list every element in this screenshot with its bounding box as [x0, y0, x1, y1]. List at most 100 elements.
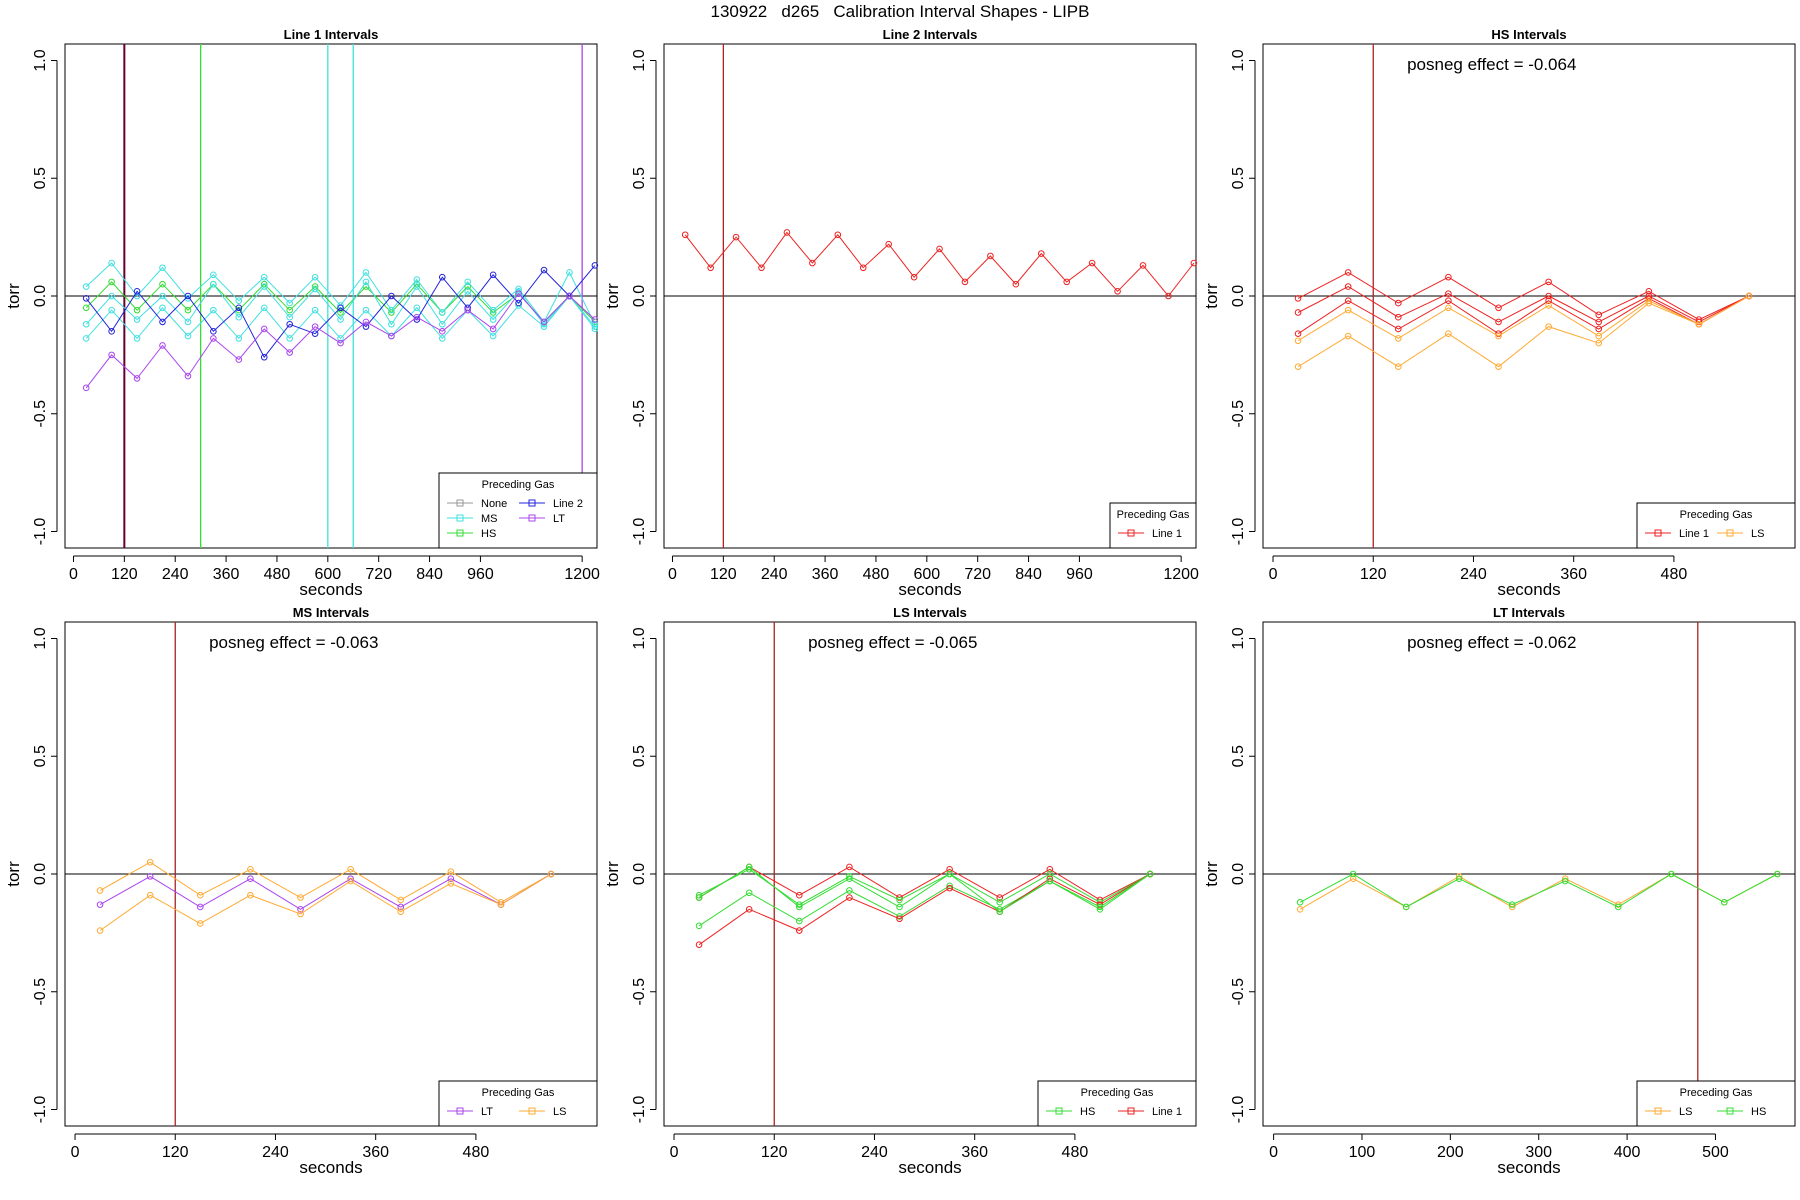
- data-point: [795, 927, 803, 934]
- data-point: [946, 865, 953, 873]
- data-point: [464, 283, 472, 290]
- x-tick-label: 480: [463, 1144, 490, 1161]
- data-point: [413, 313, 421, 321]
- data-point: [896, 915, 903, 923]
- data-point: [1114, 287, 1121, 295]
- x-tick-label: 240: [1460, 566, 1487, 583]
- data-point: [438, 328, 446, 335]
- x-tick-label: 0: [71, 1144, 80, 1161]
- legend-swatch-marker: [528, 1107, 536, 1115]
- data-point: [96, 927, 104, 934]
- legend-box: [1636, 502, 1796, 549]
- data-point: [1445, 290, 1452, 297]
- data-point: [82, 384, 90, 392]
- y-tick-label: -1.0: [631, 1096, 648, 1124]
- data-point: [235, 356, 243, 363]
- y-tick-label: -0.5: [32, 978, 49, 1006]
- data-point: [159, 280, 166, 288]
- data-point: [108, 259, 115, 267]
- legend-title: Preceding Gas: [1680, 1087, 1753, 1099]
- legend-swatch-marker: [1127, 529, 1135, 537]
- data-point: [210, 335, 217, 342]
- y-tick-label: 1.0: [1230, 627, 1247, 649]
- data-point: [311, 285, 319, 293]
- x-tick-label: 0: [1269, 1144, 1278, 1161]
- data-point: [1394, 325, 1402, 333]
- data-point: [540, 318, 548, 326]
- data-point: [464, 287, 472, 295]
- data-point: [286, 313, 293, 321]
- data-point: [1495, 332, 1502, 340]
- legend-entry-label: HS: [1080, 1106, 1095, 1118]
- data-point: [1349, 875, 1357, 883]
- data-point: [834, 231, 842, 239]
- x-tick-label: 600: [314, 566, 341, 583]
- y-tick-label: 1.0: [32, 627, 49, 649]
- legend-entry-label: Line 1: [1152, 1106, 1182, 1118]
- data-point: [1088, 259, 1096, 267]
- x-tick-label: 600: [913, 566, 940, 583]
- series-line-line-2: [85, 265, 596, 359]
- series-line-hs: [698, 873, 1151, 927]
- y-tick-label: -0.5: [631, 978, 648, 1006]
- data-point: [1445, 273, 1452, 281]
- x-tick-label: 120: [761, 1144, 788, 1161]
- data-point: [210, 328, 217, 335]
- data-point: [82, 295, 90, 302]
- data-point: [311, 306, 319, 314]
- data-point: [1296, 898, 1304, 906]
- series-line-ms: [85, 295, 596, 340]
- x-tick-label: 240: [761, 566, 788, 583]
- x-tick-label: 720: [365, 566, 392, 583]
- data-point: [1645, 287, 1653, 295]
- y-tick-label: 1.0: [631, 627, 648, 649]
- legend-swatch-marker: [1055, 1107, 1063, 1115]
- legend-entry-label: LT: [553, 513, 565, 525]
- data-point: [946, 870, 953, 878]
- data-point: [1561, 877, 1569, 885]
- legend-swatch-marker: [1726, 529, 1734, 537]
- data-point: [566, 292, 573, 300]
- data-point: [566, 269, 573, 276]
- data-point: [286, 349, 293, 356]
- data-point: [286, 320, 293, 328]
- x-axis-label: seconds: [898, 580, 961, 599]
- data-point: [1344, 332, 1352, 340]
- y-tick-label: -1.0: [1230, 1096, 1247, 1124]
- x-tick-label: 120: [111, 566, 138, 583]
- legend-box: [1037, 1080, 1197, 1127]
- data-point: [397, 896, 405, 904]
- y-tick-label: 0.0: [32, 285, 49, 307]
- y-tick-label: 1.0: [631, 49, 648, 71]
- legend-title: Preceding Gas: [1081, 1087, 1154, 1099]
- data-point: [184, 372, 192, 380]
- data-point: [1139, 262, 1147, 269]
- y-tick-label: 0.0: [32, 863, 49, 885]
- data-point: [159, 264, 166, 272]
- data-point: [910, 273, 918, 281]
- series-line-ls: [1297, 295, 1750, 342]
- legend-box: [1636, 1080, 1796, 1127]
- data-point: [1545, 302, 1552, 309]
- series-line-hs: [1299, 873, 1778, 908]
- data-point: [260, 325, 268, 333]
- data-point: [108, 278, 115, 286]
- data-point: [1294, 363, 1302, 370]
- data-point: [1296, 906, 1304, 913]
- data-point: [297, 906, 304, 913]
- data-point: [1294, 330, 1302, 337]
- x-tick-label: 120: [162, 1144, 189, 1161]
- x-axis-label: seconds: [299, 580, 362, 599]
- panel-5: LS Intervals -1.0 -0.5 0.0 0.5 1.0 torr 0 120 240…: [603, 605, 1197, 1177]
- legend-entry-label: LS: [553, 1106, 566, 1118]
- data-point: [235, 335, 243, 342]
- data-point: [108, 328, 115, 335]
- data-point: [297, 910, 304, 918]
- data-point: [1495, 363, 1502, 370]
- data-point: [591, 262, 599, 269]
- y-tick-label: -1.0: [32, 1096, 49, 1124]
- x-tick-label: 240: [861, 1144, 888, 1161]
- data-point: [1495, 318, 1502, 326]
- x-tick-label: 960: [1066, 566, 1093, 583]
- data-point: [1046, 870, 1054, 878]
